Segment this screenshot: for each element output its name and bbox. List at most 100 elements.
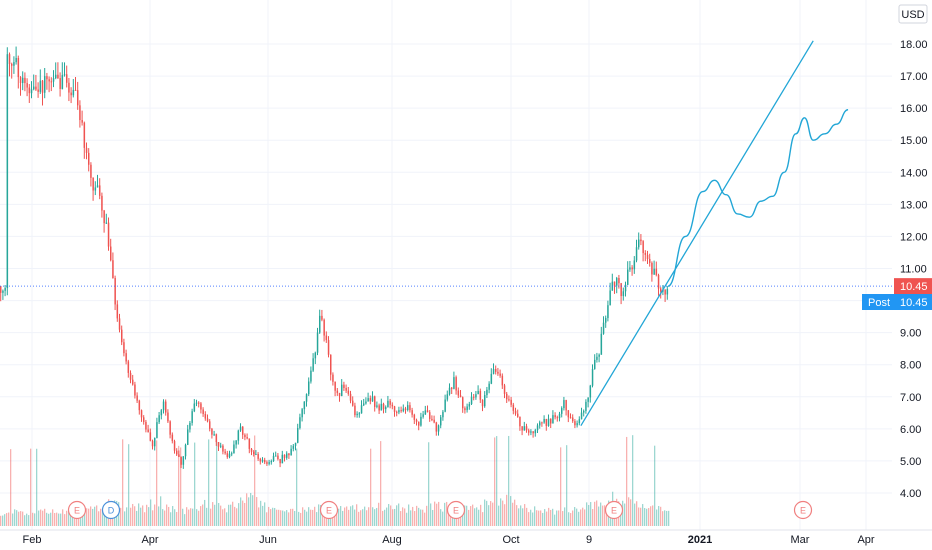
candle xyxy=(503,383,506,399)
volume-bar xyxy=(238,503,240,526)
candle xyxy=(561,406,563,418)
volume-bar xyxy=(518,508,520,526)
x-tick-label: Mar xyxy=(791,534,810,546)
trend-line[interactable] xyxy=(580,40,814,426)
volume-bar xyxy=(82,512,84,526)
volume-bar xyxy=(270,509,272,526)
candle-body xyxy=(171,434,174,442)
volume-bar xyxy=(380,441,382,526)
volume-bar xyxy=(178,445,180,526)
candle-body xyxy=(191,411,193,423)
candle xyxy=(506,391,508,403)
volume-bar xyxy=(426,505,428,526)
volume-bar xyxy=(386,507,388,526)
candle xyxy=(510,396,512,408)
candle xyxy=(415,418,418,426)
candle-body xyxy=(198,402,200,404)
volume-bar xyxy=(486,500,488,526)
candle-body xyxy=(550,418,552,424)
candle-body xyxy=(310,370,312,382)
candle xyxy=(627,261,629,286)
candle xyxy=(655,261,658,277)
currency-button-frame xyxy=(898,4,928,24)
volume-bar xyxy=(84,512,86,526)
candle xyxy=(664,289,666,302)
candle xyxy=(600,326,603,355)
volume-bar xyxy=(660,506,662,526)
badge-circle xyxy=(793,500,813,520)
candle-body xyxy=(646,254,649,259)
volume-bar xyxy=(282,510,284,526)
volume-bar xyxy=(578,511,580,526)
volume-bar xyxy=(374,509,376,526)
volume-bar xyxy=(370,448,372,526)
candle xyxy=(481,399,484,412)
volume-bar xyxy=(558,510,560,526)
candle-body xyxy=(534,430,537,434)
volume-bar xyxy=(338,508,340,526)
volume-bar xyxy=(594,501,596,526)
candle-body xyxy=(127,361,130,373)
candle-body xyxy=(242,426,244,435)
candle xyxy=(33,74,35,91)
volume-bar xyxy=(470,506,472,526)
earnings-badge[interactable]: E xyxy=(319,500,339,520)
volume-bar xyxy=(92,508,94,526)
candle-body xyxy=(277,455,279,460)
candle-body xyxy=(39,80,42,92)
candle-body xyxy=(44,76,46,93)
candle-body xyxy=(138,400,141,411)
candle xyxy=(55,62,57,80)
volume-bar xyxy=(298,511,300,526)
x-axis: Feb Apr Jun Aug Oct 9 2021 Mar Apr xyxy=(23,534,875,546)
volume-bar xyxy=(300,512,302,526)
volume-bar xyxy=(210,508,212,526)
candle-body xyxy=(554,415,556,418)
candle xyxy=(492,363,495,375)
currency-button[interactable]: USD xyxy=(898,4,928,24)
candle xyxy=(360,400,363,414)
volume-bar xyxy=(666,510,668,526)
candle-body xyxy=(286,453,288,458)
volume-bar xyxy=(580,509,582,526)
earnings-badge[interactable]: E xyxy=(793,500,813,520)
candle xyxy=(121,325,123,346)
candle-body xyxy=(0,286,2,293)
volume-bar xyxy=(444,502,446,526)
projection-curve[interactable] xyxy=(667,109,849,287)
candle-body xyxy=(466,406,468,411)
volume-bar xyxy=(240,497,242,526)
candle-body xyxy=(415,419,418,422)
candle xyxy=(211,427,213,439)
candle xyxy=(85,142,88,160)
candle-body xyxy=(107,222,110,247)
candle-body xyxy=(189,422,191,430)
candle xyxy=(605,315,607,328)
earnings-badge[interactable]: E xyxy=(604,500,624,520)
volume-bar xyxy=(198,510,200,526)
volume-bar xyxy=(126,507,128,526)
candle-body xyxy=(85,147,88,153)
earnings-badge[interactable]: E xyxy=(67,500,87,520)
candle xyxy=(239,423,242,432)
volume-bar xyxy=(562,511,564,526)
candle-body xyxy=(15,57,17,63)
candle-body xyxy=(24,77,26,84)
volume-bar xyxy=(524,504,526,526)
volume-bar xyxy=(402,507,404,526)
candle xyxy=(358,412,361,418)
candle-body xyxy=(17,57,20,78)
candle-body xyxy=(374,396,376,407)
candle-body xyxy=(387,400,389,408)
volume-bar xyxy=(446,501,448,526)
earnings-badge[interactable]: E xyxy=(446,500,466,520)
candle-body xyxy=(448,387,451,395)
candle-body xyxy=(121,329,123,343)
candle xyxy=(635,239,638,263)
candle-body xyxy=(211,428,213,435)
candle xyxy=(57,62,59,79)
candle-body xyxy=(473,396,475,398)
dividend-badge[interactable]: D xyxy=(101,500,121,520)
candle-body xyxy=(409,405,411,411)
